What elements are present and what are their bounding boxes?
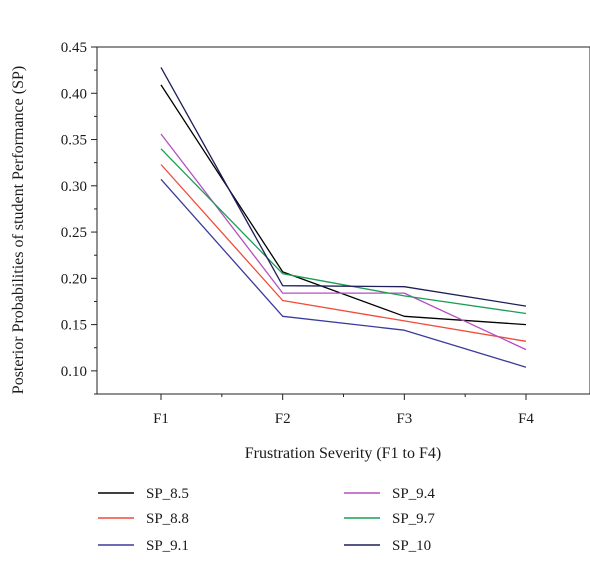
x-tick-label: F2 [275,411,291,427]
x-tick-label: F3 [396,411,412,427]
x-axis-title: Frustration Severity (F1 to F4) [245,445,441,462]
y-tick-label: 0.45 [61,40,87,56]
legend-label: SP_9.1 [146,538,189,554]
x-tick-label: F1 [153,411,169,427]
legend-label: SP_9.7 [392,511,435,527]
y-axis-ticks: 0.10 0.15 0.20 0.25 0.30 0.35 0.40 0.45 [61,40,97,395]
series-line-SP_10 [160,67,527,307]
series-line-SP_9.1 [160,178,527,368]
x-tick-label: F4 [518,411,534,427]
series-line-SP_8.5 [160,84,527,326]
x-axis-ticks: F1 F2 F3 F4 [153,394,534,427]
y-tick-label: 0.15 [61,318,87,334]
legend: SP_8.5 SP_8.8 SP_9.1 SP_9.4 SP_9.7 SP_10 [98,486,435,554]
series-layer [160,67,527,368]
y-tick-label: 0.10 [61,364,87,380]
y-tick-label: 0.35 [61,133,87,149]
series-line-SP_8.8 [160,164,527,342]
legend-label: SP_8.8 [146,511,189,527]
y-axis-title: Posterior Probabilities of student Perfo… [10,66,27,394]
y-tick-label: 0.40 [61,86,87,102]
series-line-SP_9.7 [160,148,527,315]
y-tick-label: 0.20 [61,271,87,287]
y-tick-label: 0.25 [61,225,87,241]
y-tick-label: 0.30 [61,179,87,195]
series-line-SP_9.4 [160,133,527,351]
legend-label: SP_9.4 [392,486,435,502]
legend-label: SP_10 [392,538,431,554]
legend-label: SP_8.5 [146,486,189,502]
